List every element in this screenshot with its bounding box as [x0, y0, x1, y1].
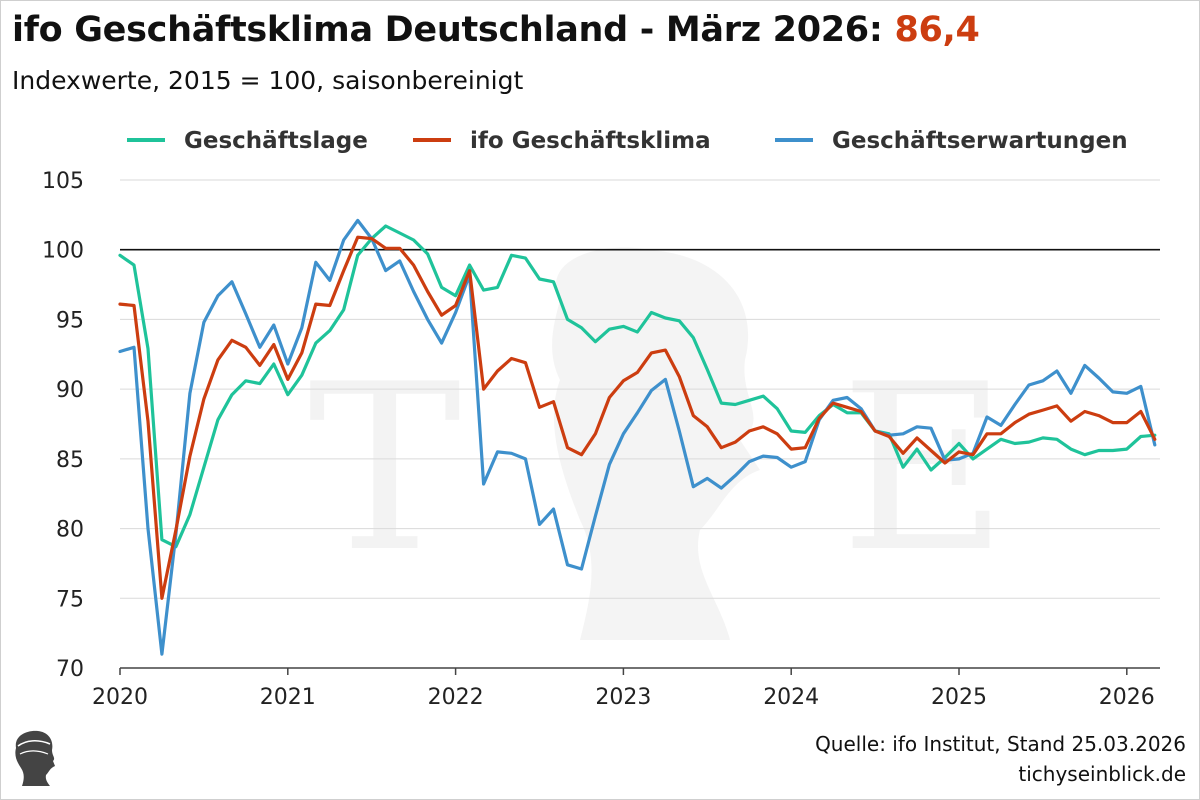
x-tick-label: 2022 [428, 685, 484, 710]
series-line-geschaeftslage [118, 224, 1157, 549]
chart-title: ifo Geschäftsklima Deutschland - März 20… [12, 10, 980, 50]
watermark-letter-e: E [840, 336, 1008, 603]
source-note: Quelle: ifo Institut, Stand 25.03.2026 [815, 732, 1186, 756]
y-tick-label: 100 [42, 239, 84, 264]
publisher-note: tichyseinblick.de [1018, 762, 1186, 786]
series-line-geschaeftserwartungen [118, 218, 1157, 656]
logo-detail [17, 740, 51, 747]
y-tick-label: 105 [42, 169, 84, 194]
y-tick-label: 95 [56, 308, 84, 333]
legend: Geschäftslage ifo Geschäftsklima Geschäfts… [127, 128, 1128, 154]
y-axis-ticks: 70 75 80 85 90 95 100 105 [42, 169, 84, 682]
series-line-geschaeftsklima [118, 235, 1157, 600]
logo-detail-2 [19, 750, 49, 755]
x-tick-label: 2020 [92, 685, 148, 710]
chart-subtitle: Indexwerte, 2015 = 100, saisonbereinigt [12, 66, 524, 95]
watermark-letter-t: T [308, 336, 461, 603]
y-tick-label: 80 [56, 518, 84, 543]
legend-label: Geschäftslage [184, 128, 368, 154]
watermark-head [552, 247, 760, 640]
y-tick-label: 75 [56, 587, 84, 612]
y-tick-label: 70 [56, 657, 84, 682]
x-tick-label: 2024 [763, 685, 819, 710]
title-text: ifo Geschäftsklima Deutschland - März 20… [12, 10, 883, 50]
x-tick-label: 2026 [1099, 685, 1155, 710]
x-axis: 2020 2021 2022 2023 2024 2025 2026 [92, 667, 1160, 710]
y-tick-label: 85 [56, 448, 84, 473]
x-tick-label: 2023 [595, 685, 651, 710]
legend-label: ifo Geschäftsklima [470, 128, 711, 154]
watermark-logo: T E [308, 247, 1008, 640]
x-tick-label: 2021 [260, 685, 316, 710]
title-value: 86,4 [894, 10, 980, 50]
legend-label: Geschäftserwartungen [832, 128, 1128, 154]
tichy-logo [12, 728, 58, 786]
y-tick-label: 90 [56, 378, 84, 403]
logo-head [15, 730, 55, 786]
x-tick-label: 2025 [931, 685, 987, 710]
series-group [118, 218, 1157, 656]
